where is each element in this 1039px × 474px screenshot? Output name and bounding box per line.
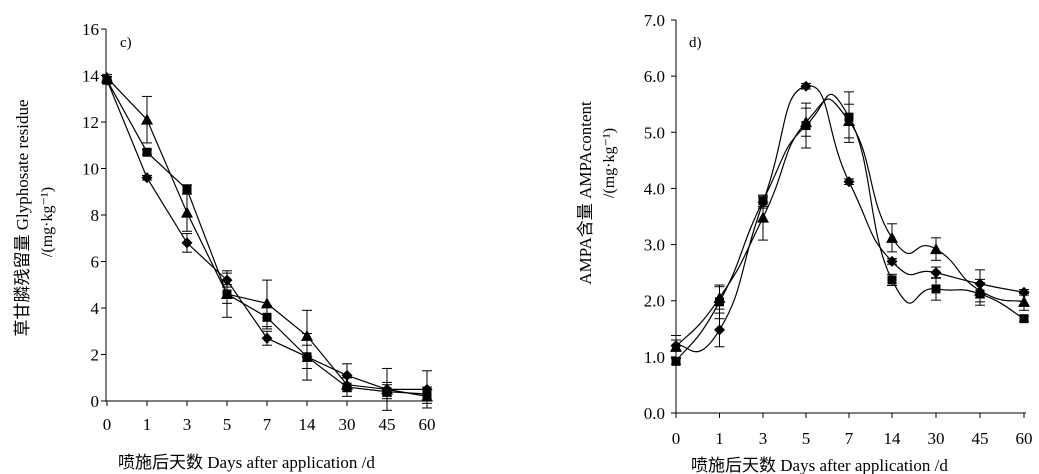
data-point-diamond-d bbox=[1018, 286, 1030, 298]
panel-label-c: c) bbox=[120, 35, 132, 51]
x-axis-title-c: 喷施后天数 Days after application /d bbox=[118, 453, 375, 472]
y-tick-label-c: 14 bbox=[82, 67, 100, 86]
y-tick-label-c: 2 bbox=[91, 346, 100, 365]
data-point-diamond-c bbox=[141, 172, 153, 184]
data-point-square-d bbox=[887, 275, 897, 285]
y-tick-label-c: 10 bbox=[82, 160, 99, 179]
y-tick-label-d: 5.0 bbox=[644, 123, 665, 142]
y-tick-label-c: 4 bbox=[91, 299, 100, 318]
series-line-diamond-d bbox=[675, 85, 1025, 353]
data-point-square-c bbox=[182, 184, 192, 194]
y-tick-label-d: 0.0 bbox=[644, 404, 665, 423]
data-point-triangle-c bbox=[101, 71, 113, 83]
y-tick-label-c: 0 bbox=[91, 392, 100, 411]
chart-panel-c: c) 草甘膦残留量 Glyphosate residue /(mg·kg⁻¹) … bbox=[13, 20, 436, 472]
x-tick-label-c: 30 bbox=[339, 415, 356, 434]
x-tick-label-c: 5 bbox=[223, 415, 232, 434]
data-point-triangle-c bbox=[421, 390, 433, 402]
data-point-square-d bbox=[671, 356, 681, 366]
panel-label-d: d) bbox=[689, 35, 702, 51]
x-tick-label-d: 30 bbox=[928, 429, 945, 448]
x-axis-title-d: 喷施后天数 Days after application /d bbox=[691, 456, 948, 474]
data-point-triangle-d bbox=[930, 243, 942, 255]
data-point-diamond-d bbox=[843, 176, 855, 188]
data-point-triangle-c bbox=[381, 383, 393, 395]
data-point-triangle-c bbox=[181, 206, 193, 218]
data-point-diamond-d bbox=[930, 267, 942, 279]
data-point-square-c bbox=[142, 147, 152, 157]
data-point-triangle-d bbox=[974, 284, 986, 296]
y-tick-label-d: 3.0 bbox=[644, 236, 665, 255]
x-tick-label-d: 7 bbox=[845, 429, 854, 448]
y-tick-label-d: 4.0 bbox=[644, 179, 665, 198]
y-axis-title-d: AMPA含量 AMPAcontent bbox=[576, 101, 595, 285]
data-point-triangle-d bbox=[843, 115, 855, 127]
x-tick-label-c: 60 bbox=[419, 415, 436, 434]
x-tick-label-d: 0 bbox=[672, 429, 681, 448]
y-tick-label-c: 6 bbox=[91, 253, 100, 272]
x-tick-label-d: 5 bbox=[802, 429, 811, 448]
data-point-triangle-d bbox=[713, 291, 726, 303]
y-axis-title-c: 草甘膦残留量 Glyphosate residue bbox=[13, 99, 32, 336]
series-line-triangle-c bbox=[106, 77, 428, 397]
y-axis-unit-d: /(mg·kg⁻¹) bbox=[601, 128, 618, 198]
y-tick-label-c: 12 bbox=[82, 113, 99, 132]
data-point-triangle-c bbox=[341, 378, 353, 390]
x-tick-label-c: 14 bbox=[299, 415, 317, 434]
y-tick-label-d: 6.0 bbox=[644, 67, 665, 86]
series-line-square-c bbox=[106, 79, 428, 395]
x-tick-label-d: 60 bbox=[1016, 429, 1033, 448]
data-point-diamond-c bbox=[181, 237, 193, 249]
data-point-triangle-d bbox=[670, 340, 682, 352]
data-point-square-d bbox=[931, 284, 941, 294]
chart-panel-d: d) AMPA含量 AMPAcontent /(mg·kg⁻¹) 喷施后天数 D… bbox=[576, 11, 1033, 474]
data-point-triangle-d bbox=[757, 211, 769, 223]
y-axis-unit-c: /(mg·kg⁻¹) bbox=[39, 187, 56, 257]
data-point-triangle-c bbox=[141, 113, 153, 125]
data-point-diamond-d bbox=[714, 324, 725, 336]
x-tick-label-d: 1 bbox=[715, 429, 724, 448]
series-line-square-d bbox=[675, 93, 1025, 362]
data-point-triangle-c bbox=[221, 288, 233, 300]
y-tick-label-d: 7.0 bbox=[644, 11, 665, 30]
data-point-diamond-c bbox=[261, 332, 273, 344]
data-point-triangle-c bbox=[261, 297, 273, 309]
x-tick-label-d: 14 bbox=[884, 429, 902, 448]
data-point-triangle-d bbox=[1018, 295, 1030, 307]
data-point-diamond-d bbox=[800, 80, 812, 92]
x-tick-label-d: 3 bbox=[759, 429, 768, 448]
y-tick-label-c: 8 bbox=[91, 206, 100, 225]
x-tick-label-d: 45 bbox=[972, 429, 989, 448]
y-tick-label-c: 16 bbox=[82, 20, 99, 39]
data-point-diamond-d bbox=[886, 255, 898, 267]
data-point-triangle-d bbox=[886, 231, 898, 243]
x-tick-label-c: 0 bbox=[103, 415, 112, 434]
series-line-triangle-d bbox=[675, 98, 1025, 348]
x-tick-label-c: 45 bbox=[379, 415, 396, 434]
x-tick-label-c: 3 bbox=[183, 415, 192, 434]
x-tick-label-c: 7 bbox=[263, 415, 272, 434]
data-point-triangle-d bbox=[800, 116, 812, 128]
y-tick-label-d: 1.0 bbox=[644, 348, 665, 367]
data-point-square-d bbox=[1019, 314, 1029, 324]
x-tick-label-c: 1 bbox=[143, 415, 152, 434]
y-tick-label-d: 2.0 bbox=[644, 292, 665, 311]
data-point-triangle-c bbox=[301, 329, 313, 341]
